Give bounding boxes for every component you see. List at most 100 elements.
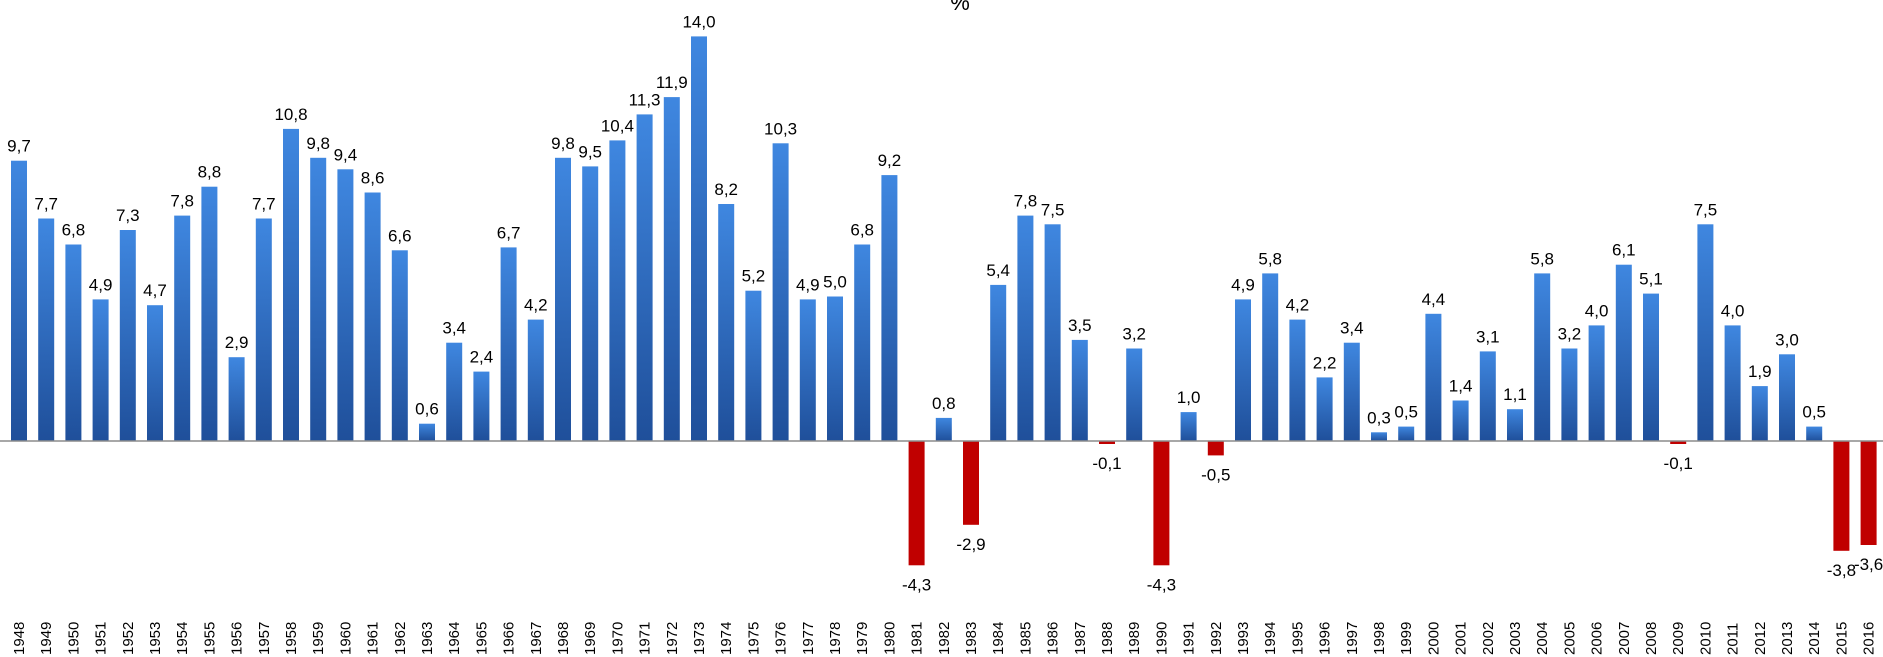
data-label-2006: 4,0 [1585, 301, 1609, 320]
x-tick-2007: 2007 [1616, 622, 1633, 655]
bar-2005 [1561, 348, 1578, 441]
x-tick-1954: 1954 [174, 622, 191, 655]
data-label-1969: 9,5 [578, 142, 602, 161]
bar-1976 [772, 143, 789, 442]
data-label-1964: 3,4 [442, 319, 466, 338]
data-label-1963: 0,6 [415, 400, 439, 419]
bar-1974 [718, 204, 735, 441]
bar-2012 [1751, 386, 1768, 441]
data-label-1975: 5,2 [742, 267, 766, 286]
data-label-1977: 4,9 [796, 275, 820, 294]
bar-1993 [1235, 299, 1251, 441]
x-tick-1966: 1966 [501, 622, 518, 655]
x-tick-1980: 1980 [881, 622, 898, 655]
data-label-1959: 9,8 [306, 134, 330, 153]
x-tick-1977: 1977 [800, 622, 817, 655]
bar-1963 [419, 423, 435, 441]
chart-title: % [950, 0, 970, 15]
x-tick-2014: 2014 [1806, 622, 1823, 655]
bar-1968 [555, 157, 571, 442]
data-label-1997: 3,4 [1340, 319, 1364, 338]
data-label-2000: 4,4 [1422, 290, 1446, 309]
x-tick-1950: 1950 [65, 622, 82, 655]
x-tick-2003: 2003 [1507, 622, 1524, 655]
x-tick-1978: 1978 [827, 622, 844, 655]
bar-1948 [11, 160, 27, 441]
data-label-1950: 6,8 [62, 221, 86, 240]
x-tick-1983: 1983 [963, 622, 980, 655]
bar-1960 [337, 169, 354, 442]
bar-2001 [1452, 400, 1469, 441]
data-label-1961: 8,6 [361, 169, 385, 188]
x-tick-2002: 2002 [1480, 622, 1497, 655]
x-tick-1973: 1973 [691, 622, 708, 655]
data-label-1992: -0,5 [1201, 465, 1230, 484]
data-label-1966: 6,7 [497, 223, 521, 242]
bar-2003 [1507, 409, 1523, 441]
bar-1975 [745, 290, 762, 441]
bar-1992 [1207, 441, 1224, 456]
data-label-1990: -4,3 [1147, 575, 1176, 594]
bar-1965 [473, 371, 490, 441]
bar-1962 [391, 250, 408, 441]
x-tick-1994: 1994 [1262, 622, 1279, 655]
x-tick-1949: 1949 [38, 622, 55, 655]
data-label-1949: 7,7 [34, 195, 58, 214]
data-label-1960: 9,4 [334, 145, 358, 164]
bar-1985 [1017, 215, 1034, 441]
x-tick-1962: 1962 [392, 622, 409, 655]
bar-1955 [201, 186, 218, 441]
x-tick-1972: 1972 [664, 622, 681, 655]
x-tick-2012: 2012 [1752, 622, 1769, 655]
x-tick-1988: 1988 [1099, 622, 1116, 655]
data-label-2002: 3,1 [1476, 327, 1500, 346]
x-tick-1963: 1963 [419, 622, 436, 655]
data-label-1967: 4,2 [524, 296, 548, 315]
data-label-2014: 0,5 [1802, 403, 1826, 422]
data-label-2009: -0,1 [1664, 454, 1693, 473]
bars-group [11, 36, 1877, 566]
bar-1979 [854, 244, 871, 441]
bar-1953 [147, 305, 163, 441]
data-label-2016: -3,6 [1854, 555, 1883, 574]
bar-2015 [1833, 441, 1850, 551]
x-tick-1996: 1996 [1317, 622, 1334, 655]
x-tick-1965: 1965 [473, 622, 490, 655]
x-tick-1955: 1955 [201, 622, 218, 655]
data-label-1955: 8,8 [198, 163, 222, 182]
x-tick-2000: 2000 [1425, 622, 1442, 655]
bar-1959 [310, 157, 327, 442]
data-label-2003: 1,1 [1503, 385, 1527, 404]
bar-1990 [1153, 441, 1170, 566]
data-label-1965: 2,4 [470, 348, 494, 367]
bar-2011 [1724, 325, 1741, 441]
bar-1994 [1262, 273, 1279, 441]
bar-1961 [364, 192, 381, 441]
x-tick-1967: 1967 [528, 622, 545, 655]
data-label-1953: 4,7 [143, 281, 167, 300]
x-tick-1957: 1957 [256, 622, 273, 655]
bar-1988 [1099, 441, 1115, 444]
x-tick-1997: 1997 [1344, 622, 1361, 655]
x-tick-2009: 2009 [1670, 622, 1687, 655]
x-tick-1961: 1961 [365, 622, 382, 655]
bar-1982 [935, 417, 952, 441]
bar-1998 [1371, 432, 1387, 441]
data-label-1957: 7,7 [252, 195, 276, 214]
bar-1981 [908, 441, 925, 566]
bar-1964 [446, 342, 463, 441]
bar-1986 [1044, 224, 1061, 442]
x-tick-1956: 1956 [229, 622, 246, 655]
bar-1954 [174, 215, 191, 441]
x-tick-2010: 2010 [1697, 622, 1714, 655]
x-tick-1974: 1974 [718, 622, 735, 655]
data-label-1999: 0,5 [1394, 403, 1418, 422]
bar-1989 [1126, 348, 1143, 441]
data-label-2010: 7,5 [1694, 200, 1718, 219]
bar-2006 [1588, 325, 1605, 441]
bar-1987 [1071, 339, 1088, 441]
bar-2016 [1860, 441, 1877, 545]
x-tick-1982: 1982 [936, 622, 953, 655]
x-tick-1985: 1985 [1017, 622, 1034, 655]
bar-1972 [663, 97, 680, 441]
